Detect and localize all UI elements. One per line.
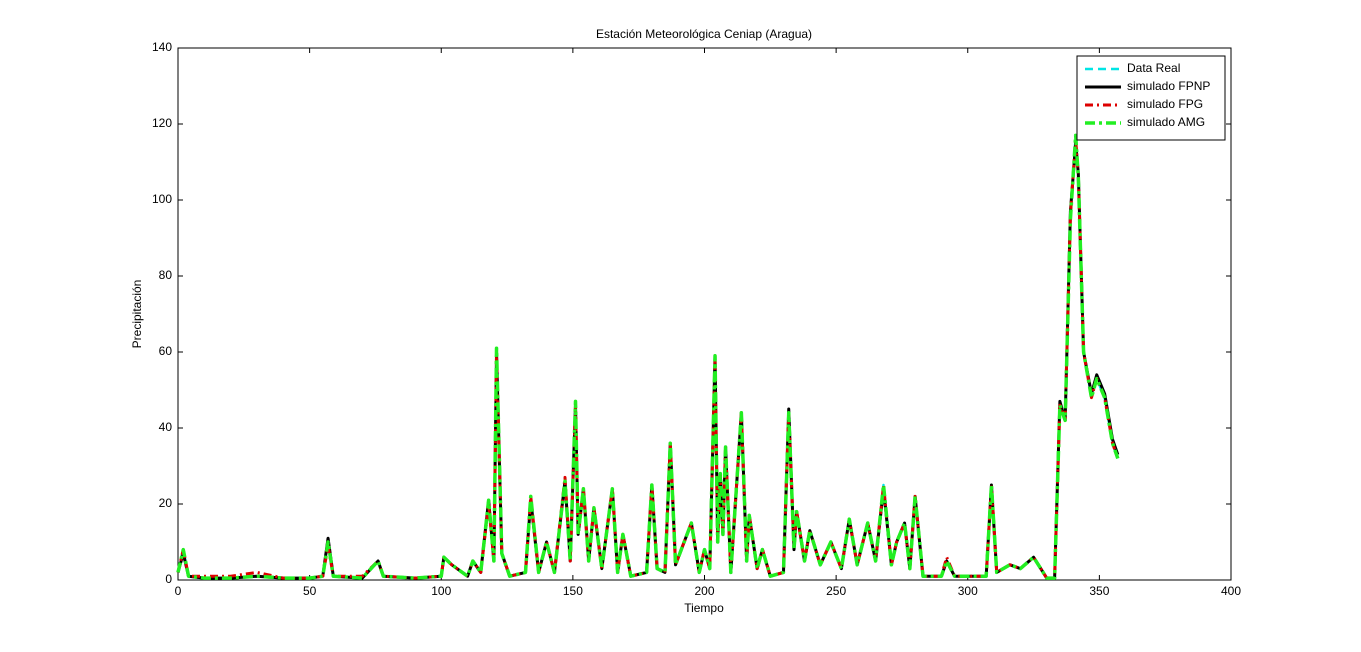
y-tick-label: 20	[159, 496, 173, 510]
y-axis-label: Precipitación	[130, 280, 144, 349]
x-tick-label: 250	[826, 584, 846, 598]
x-tick-label: 150	[563, 584, 583, 598]
y-tick-label: 60	[159, 344, 173, 358]
y-tick-label: 100	[152, 192, 172, 206]
legend-label: simulado AMG	[1127, 115, 1205, 129]
chart-title: Estación Meteorológica Ceniap (Aragua)	[596, 27, 812, 41]
x-tick-label: 50	[303, 584, 317, 598]
x-tick-label: 400	[1221, 584, 1241, 598]
x-tick-label: 200	[694, 584, 714, 598]
x-tick-label: 350	[1089, 584, 1109, 598]
legend-label: Data Real	[1127, 61, 1180, 75]
x-axis-label: Tiempo	[684, 601, 724, 615]
legend: Data Real simulado FPNP simulado FPG simula…	[1076, 55, 1226, 141]
y-tick-label: 0	[165, 572, 172, 586]
x-tick-label: 0	[175, 584, 182, 598]
legend-label: simulado FPNP	[1127, 79, 1210, 93]
y-tick-label: 40	[159, 420, 173, 434]
y-tick-label: 80	[159, 268, 173, 282]
x-tick-label: 300	[958, 584, 978, 598]
plot-area	[177, 47, 1232, 581]
y-tick-label: 140	[152, 40, 172, 54]
y-tick-label: 120	[152, 116, 172, 130]
x-tick-label: 100	[431, 584, 451, 598]
legend-label: simulado FPG	[1127, 97, 1203, 111]
series-line	[176, 133, 1120, 580]
